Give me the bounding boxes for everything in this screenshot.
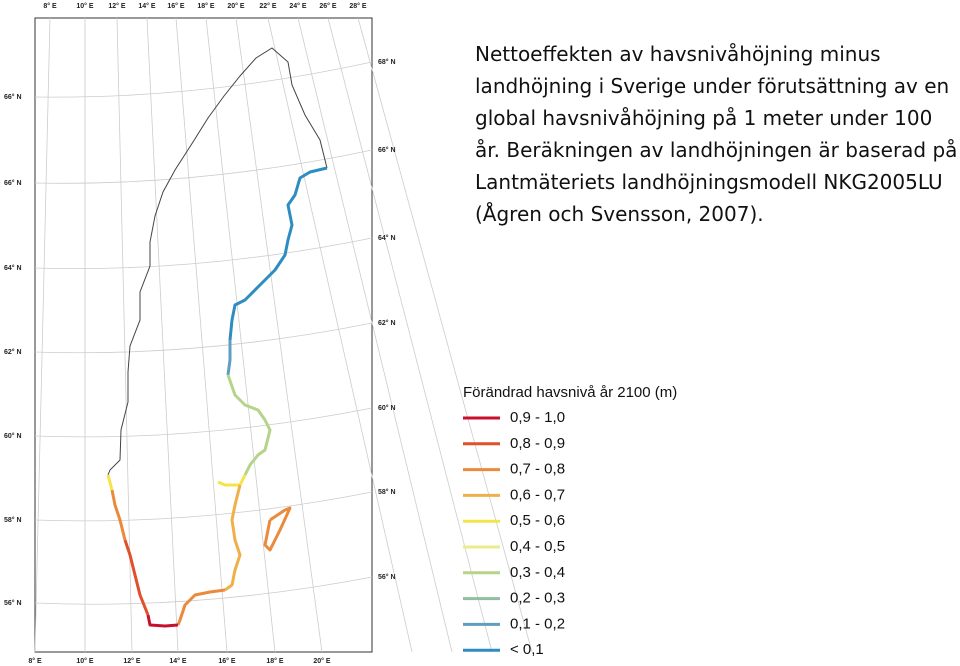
lat-label: 66° N bbox=[378, 146, 396, 154]
legend-title: Förändrad havsnivå år 2100 (m) bbox=[463, 384, 677, 401]
meridian bbox=[327, 17, 493, 653]
lat-label: 60° N bbox=[4, 432, 22, 440]
meridian bbox=[116, 17, 133, 653]
lon-label: 18° E bbox=[266, 657, 284, 665]
lon-label: 16° E bbox=[167, 2, 185, 10]
meridian bbox=[175, 17, 228, 653]
legend-label: 0,3 - 0,4 bbox=[510, 564, 565, 581]
lon-label: 28° E bbox=[349, 2, 367, 10]
lat-label: 66° N bbox=[4, 93, 22, 101]
lon-label: 8° E bbox=[28, 657, 42, 665]
lat-label: 68° N bbox=[378, 58, 396, 66]
coastline bbox=[146, 614, 179, 628]
coastline bbox=[217, 474, 247, 487]
meridian bbox=[205, 17, 276, 653]
lon-label: 12° E bbox=[108, 2, 126, 10]
parallel bbox=[34, 237, 373, 270]
lon-label: 20° E bbox=[313, 657, 331, 665]
lat-label: 62° N bbox=[4, 348, 22, 356]
parallel bbox=[34, 491, 373, 522]
coastline bbox=[110, 489, 127, 541]
lon-label: 14° E bbox=[169, 657, 187, 665]
legend-label: < 0,1 bbox=[510, 641, 544, 658]
lat-label: 56° N bbox=[378, 573, 396, 581]
meridian bbox=[267, 17, 413, 653]
coastline bbox=[228, 166, 328, 341]
legend-label: 0,6 - 0,7 bbox=[510, 486, 565, 503]
legend-label: 0,2 - 0,3 bbox=[510, 590, 565, 607]
map-frame bbox=[34, 17, 373, 653]
lon-label: 16° E bbox=[218, 657, 236, 665]
coastline bbox=[226, 374, 272, 476]
lat-label: 64° N bbox=[4, 264, 22, 272]
lon-label: 8° E bbox=[43, 2, 57, 10]
lat-label: 58° N bbox=[4, 516, 22, 524]
coastline bbox=[263, 506, 292, 552]
meridian bbox=[146, 17, 179, 653]
coastline bbox=[106, 474, 114, 491]
lon-label: 14° E bbox=[138, 2, 156, 10]
meridian bbox=[297, 17, 453, 653]
caption: Nettoeffekten av havsnivåhöjning minus l… bbox=[475, 42, 958, 226]
lat-label: 60° N bbox=[378, 404, 396, 412]
meridian bbox=[357, 17, 533, 653]
meridian bbox=[235, 17, 323, 653]
lat-label: 64° N bbox=[378, 234, 396, 242]
lat-label: 56° N bbox=[4, 599, 22, 607]
legend-label: 0,9 - 1,0 bbox=[510, 409, 565, 426]
legend-label: 0,7 - 0,8 bbox=[510, 461, 565, 478]
parallel bbox=[34, 407, 373, 438]
coastline bbox=[226, 340, 232, 376]
lat-label: 58° N bbox=[378, 488, 396, 496]
lon-label: 10° E bbox=[76, 657, 94, 665]
coastline bbox=[176, 588, 226, 626]
lon-label: 18° E bbox=[197, 2, 215, 10]
lat-label: 66° N bbox=[4, 179, 22, 187]
lat-label: 62° N bbox=[378, 319, 396, 327]
legend-label: 0,1 - 0,2 bbox=[510, 615, 565, 632]
lon-label: 24° E bbox=[289, 2, 307, 10]
lon-label: 10° E bbox=[76, 2, 94, 10]
coastline bbox=[224, 484, 242, 592]
meridian bbox=[34, 17, 51, 653]
parallel bbox=[34, 322, 373, 354]
legend-label: 0,4 - 0,5 bbox=[510, 538, 565, 555]
parallel bbox=[34, 149, 373, 184]
coastline bbox=[123, 539, 150, 616]
parallel bbox=[34, 61, 373, 98]
legend-label: 0,8 - 0,9 bbox=[510, 435, 565, 452]
lon-label: 22° E bbox=[259, 2, 277, 10]
lon-label: 12° E bbox=[123, 657, 141, 665]
lon-label: 20° E bbox=[227, 2, 245, 10]
parallel bbox=[34, 576, 373, 605]
lon-label: 26° E bbox=[319, 2, 337, 10]
legend-label: 0,5 - 0,6 bbox=[510, 512, 565, 529]
country-border bbox=[107, 47, 328, 476]
